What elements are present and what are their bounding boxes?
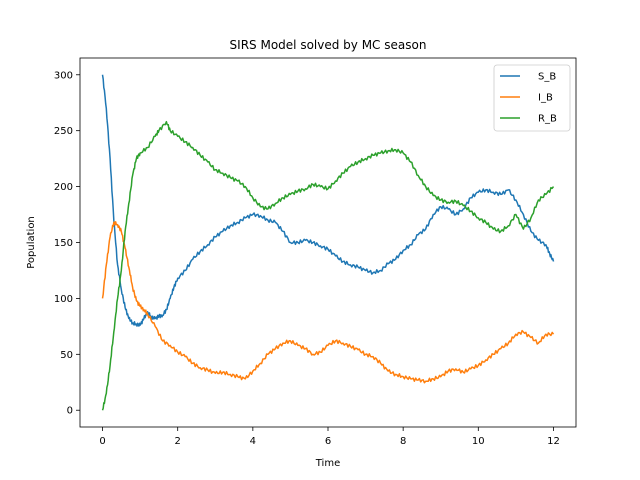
x-axis: 0 2 4 6 8 10 12: [99, 427, 560, 447]
chart-title: SIRS Model solved by MC season: [230, 38, 427, 52]
y-axis-label: Population: [26, 216, 37, 269]
legend: S_B I_B R_B: [493, 64, 571, 132]
y-tick-label: 250: [54, 126, 73, 137]
y-tick-label: 150: [54, 238, 73, 249]
legend-box: [493, 64, 571, 132]
series-line-i-b: [101, 221, 555, 384]
x-tick-label: 10: [472, 436, 485, 447]
x-tick-label: 12: [547, 436, 560, 447]
x-tick-label: 2: [175, 436, 181, 447]
y-axis: 0 50 100 150 200 250 300: [54, 70, 80, 417]
y-tick-label: 0: [67, 406, 73, 417]
y-tick-label: 200: [54, 182, 73, 193]
series-line-s-b: [101, 74, 555, 327]
y-tick-label: 50: [60, 350, 73, 361]
legend-label-i-b: I_B: [538, 93, 553, 104]
x-tick-label: 6: [325, 436, 331, 447]
x-tick-label: 4: [250, 436, 256, 447]
x-tick-label: 0: [99, 436, 105, 447]
legend-label-s-b: S_B: [538, 72, 556, 83]
y-tick-label: 300: [54, 70, 73, 81]
series-layer: [101, 74, 555, 411]
y-tick-label: 100: [54, 294, 73, 305]
x-tick-label: 8: [400, 436, 406, 447]
x-axis-label: Time: [315, 458, 340, 469]
series-line-r-b: [101, 120, 555, 411]
legend-label-r-b: R_B: [538, 114, 557, 125]
